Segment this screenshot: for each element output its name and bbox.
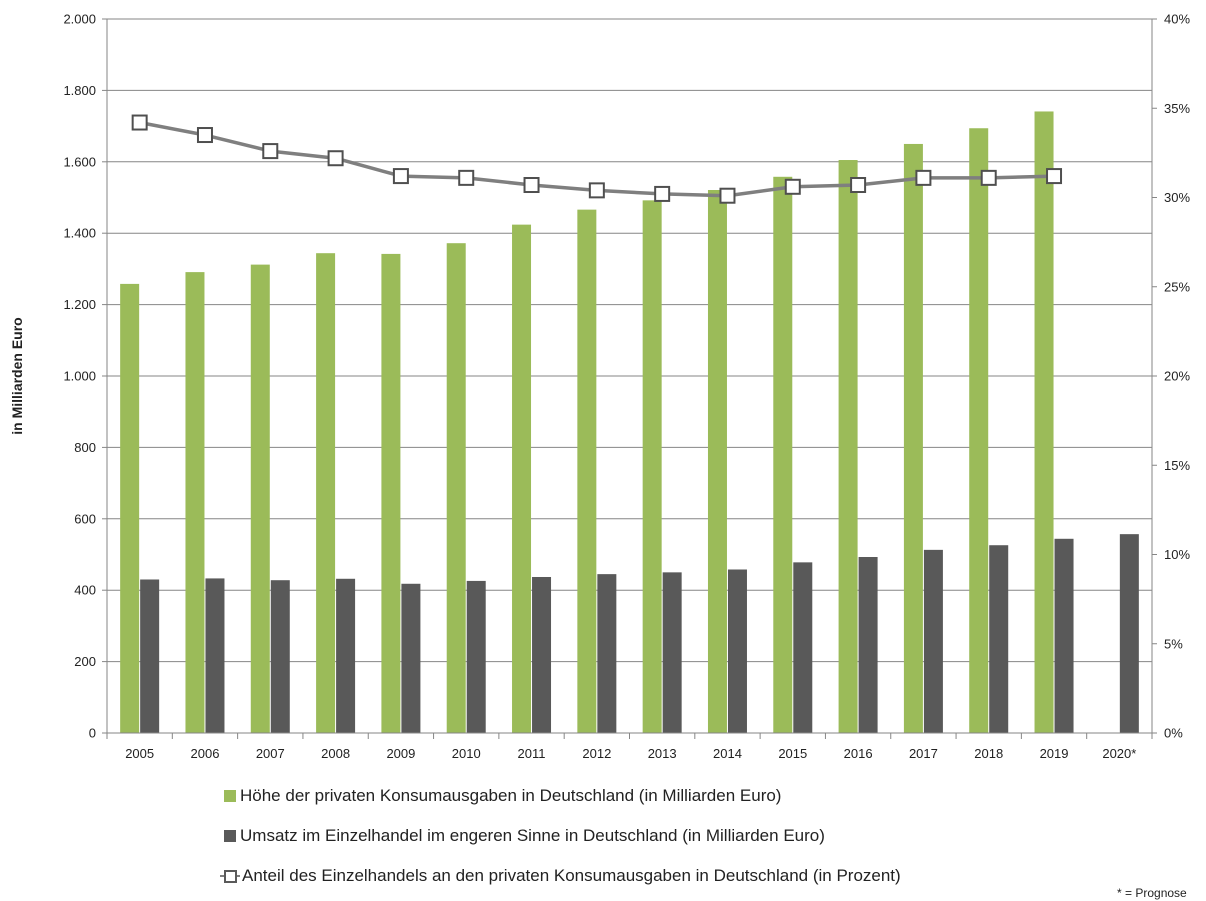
bar-retail-sales [597,574,617,733]
y-tick-label: 600 [74,511,96,526]
bar-consumption [642,200,662,733]
bar-consumption [120,283,140,733]
x-tick-label: 2012 [582,746,611,761]
y-tick-label: 0 [89,726,96,741]
chart: 0 200 400 600 800 1.000 1.200 1.400 1.600 1.800 2.… [9,12,1190,762]
share-point [784,178,801,195]
bar-consumption [969,128,989,733]
share-point [392,168,409,185]
tick-labels: 0 200 400 600 800 1.000 1.200 1.400 1.600 1.800 2.… [63,12,1190,762]
legend-label-retail-sales: Umsatz im Einzelhandel im engeren Sinne … [240,826,825,845]
bar-retail-sales [923,549,943,733]
bar-retail-sales [1054,538,1074,733]
x-tick-label: 2007 [256,746,285,761]
x-tick-label: 2017 [909,746,938,761]
share-point [131,114,148,131]
legend-item-retail-sales: Umsatz im Einzelhandel im engeren Sinne … [224,826,825,846]
bar-consumption [707,190,727,734]
share-point [458,169,475,186]
x-tick-label: 2011 [518,746,546,761]
y-axis-label: in Milliarden Euro [9,317,25,434]
bar-retail-sales [401,583,421,733]
share-point [327,150,344,167]
bar-retail-sales [532,576,552,733]
share-point [850,177,867,194]
bar-consumption [381,253,401,733]
y2-tick-label: 5% [1164,636,1183,651]
bar-retail-sales [662,572,682,733]
bar-consumption [316,253,336,733]
x-tick-label: 2015 [778,746,807,761]
x-tick-label: 2008 [321,746,350,761]
share-point [654,185,671,202]
y-tick-label: 1.800 [63,83,96,98]
bar-retail-sales [1119,534,1139,733]
bars [120,111,1139,734]
y-tick-label: 1.600 [63,154,96,169]
axes [102,18,1157,739]
bar-consumption [512,224,532,733]
legend-swatch-green [224,790,236,802]
share-point [588,182,605,199]
y2-tick-label: 0% [1164,726,1183,741]
bar-consumption [903,143,923,733]
x-tick-label: 2009 [386,746,415,761]
y-tick-label: 1.400 [63,226,96,241]
legend-label-consumption: Höhe der privaten Konsumausgaben in Deut… [240,786,782,805]
y2-tick-label: 15% [1164,458,1190,473]
y2-tick-label: 25% [1164,279,1190,294]
bar-retail-sales [140,579,160,733]
x-tick-label: 2014 [713,746,742,761]
bar-consumption [577,209,597,733]
x-tick-label: 2005 [125,746,154,761]
share-point [980,169,997,186]
y-tick-label: 1.000 [63,369,96,384]
x-tick-label: 2006 [191,746,220,761]
bar-retail-sales [205,578,225,733]
share-point [719,187,736,204]
x-tick-label: 2020* [1102,746,1136,761]
y2-tick-label: 30% [1164,190,1190,205]
y2-tick-label: 20% [1164,369,1190,384]
y2-tick-label: 35% [1164,101,1190,116]
y-tick-label: 1.200 [63,297,96,312]
y2-tick-label: 10% [1164,547,1190,562]
y-tick-label: 400 [74,583,96,598]
bar-consumption [838,160,858,733]
bar-consumption [773,176,793,733]
bar-consumption [1034,111,1054,733]
bar-retail-sales [793,562,813,733]
bar-consumption [250,264,270,733]
share-point [523,177,540,194]
legend-swatch-line-marker [220,869,240,883]
y2-tick-label: 40% [1164,12,1190,27]
legend-swatch-gray [224,830,236,842]
bar-retail-sales [989,545,1009,733]
x-tick-label: 2019 [1040,746,1069,761]
legend-item-share: Anteil des Einzelhandels an den privaten… [220,866,901,886]
y-tick-label: 200 [74,654,96,669]
share-point [196,127,213,144]
share-point [1046,168,1063,185]
bar-consumption [446,243,466,734]
y-tick-label: 800 [74,440,96,455]
legend-item-consumption: Höhe der privaten Konsumausgaben in Deut… [224,786,781,806]
bar-retail-sales [727,569,747,733]
footnote: * = Prognose [1117,886,1187,900]
x-tick-label: 2016 [844,746,873,761]
bar-retail-sales [336,578,356,733]
bar-retail-sales [270,580,290,733]
share-point [262,143,279,160]
x-tick-label: 2010 [452,746,481,761]
legend-label-share: Anteil des Einzelhandels an den privaten… [242,866,901,885]
bar-consumption [185,272,205,733]
y-tick-label: 2.000 [63,12,96,27]
share-line [131,114,1063,204]
bar-retail-sales [858,556,878,733]
x-tick-label: 2013 [648,746,677,761]
share-point [915,169,932,186]
bar-retail-sales [466,580,486,733]
x-tick-label: 2018 [974,746,1003,761]
